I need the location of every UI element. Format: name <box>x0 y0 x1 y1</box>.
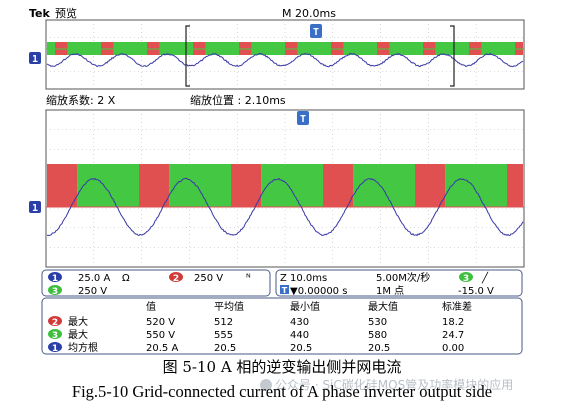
header-value: 值 <box>146 300 156 313</box>
svg-text:最大: 最大 <box>68 328 88 341</box>
channel-settings-panel <box>42 270 270 296</box>
record-length: 1M 点 <box>376 285 404 297</box>
channel1-marker-zoom: 1 <box>29 201 41 214</box>
svg-text:1: 1 <box>52 344 58 354</box>
trigger-level: -15.0 V <box>458 286 494 297</box>
zoom-green-block <box>353 164 415 207</box>
svg-text:18.2: 18.2 <box>442 317 464 328</box>
svg-text:24.7: 24.7 <box>442 330 464 341</box>
zoom-green-block <box>445 164 507 207</box>
svg-text:20.5: 20.5 <box>290 343 312 354</box>
oscilloscope-screen: Tek 预览 M 20.0ms T 1 缩放系数: 2 X 缩放位置 : 2.1… <box>0 0 564 356</box>
svg-text:1: 1 <box>32 203 38 214</box>
svg-text:530: 530 <box>368 317 387 328</box>
svg-text:25.0 A: 25.0 A <box>78 273 110 284</box>
svg-text:520 V: 520 V <box>146 317 175 328</box>
zoom-green-block <box>77 164 139 207</box>
acquisition-mode: 预览 <box>55 6 77 20</box>
zoom-time: Z 10.0ms <box>280 273 327 284</box>
zoom-green-block <box>169 164 231 207</box>
svg-text:T: T <box>300 114 306 125</box>
zoom-red-block <box>47 164 77 207</box>
timebase-readout: M 20.0ms <box>282 7 336 20</box>
svg-text:430: 430 <box>290 317 309 328</box>
svg-text:2: 2 <box>173 274 179 284</box>
zoom-red-block <box>231 164 261 207</box>
brand-logo: Tek <box>29 7 51 20</box>
figure-caption-cn: 图 5-10 A 相的逆变输出侧并网电流 <box>0 356 564 378</box>
svg-text:555: 555 <box>214 330 233 341</box>
svg-text:T: T <box>313 27 319 38</box>
ohm-icon: Ω <box>122 273 130 284</box>
trigger-marker-top: T <box>310 24 322 38</box>
svg-text:440: 440 <box>290 330 309 341</box>
svg-text:均方根: 均方根 <box>68 341 98 354</box>
sample-rate: 5.00M次/秒 <box>376 271 430 284</box>
svg-text:580: 580 <box>368 330 387 341</box>
zoom-factor: 缩放系数: 2 X <box>46 93 116 107</box>
header-min: 最小值 <box>290 300 320 313</box>
svg-text:250 V: 250 V <box>78 286 107 297</box>
ch3-setting[interactable]: 3 250 V <box>48 285 107 297</box>
svg-text:20.5: 20.5 <box>214 343 236 354</box>
svg-text:3: 3 <box>463 274 469 284</box>
svg-text:512: 512 <box>214 317 233 328</box>
svg-text:3: 3 <box>52 287 58 297</box>
header-mean: 平均值 <box>214 300 244 313</box>
trigger-slope-icon: ╱ <box>481 271 489 284</box>
figure-caption-en: Fig.5-10 Grid-connected current of A pha… <box>0 380 564 404</box>
zoom-green-block <box>261 164 323 207</box>
svg-text:20.5: 20.5 <box>368 343 390 354</box>
svg-text:1: 1 <box>32 54 38 65</box>
svg-text:550 V: 550 V <box>146 330 175 341</box>
bandwidth-icon: ᴺ <box>246 273 251 284</box>
svg-text:20.5 A: 20.5 A <box>146 343 178 354</box>
svg-text:▼0.00000 s: ▼0.00000 s <box>290 286 347 297</box>
zoom-red-block <box>507 164 523 207</box>
header-max: 最大值 <box>368 300 398 313</box>
svg-text:2: 2 <box>52 318 58 328</box>
svg-text:1: 1 <box>52 274 58 284</box>
zoom-position: 缩放位置 : 2.10ms <box>190 93 286 107</box>
svg-text:0.00: 0.00 <box>442 343 464 354</box>
svg-text:T: T <box>282 286 288 295</box>
zoom-red-block <box>415 164 445 207</box>
svg-text:3: 3 <box>52 331 58 341</box>
zoom-red-block <box>323 164 353 207</box>
offset-readout: T ▼0.00000 s <box>280 285 347 297</box>
svg-text:250 V: 250 V <box>194 273 223 284</box>
header-std: 标准差 <box>442 300 472 313</box>
svg-text:最大: 最大 <box>68 315 88 328</box>
channel1-marker-overview: 1 <box>29 52 41 65</box>
zoom-red-block <box>139 164 169 207</box>
trigger-marker-zoom: T <box>297 111 309 125</box>
